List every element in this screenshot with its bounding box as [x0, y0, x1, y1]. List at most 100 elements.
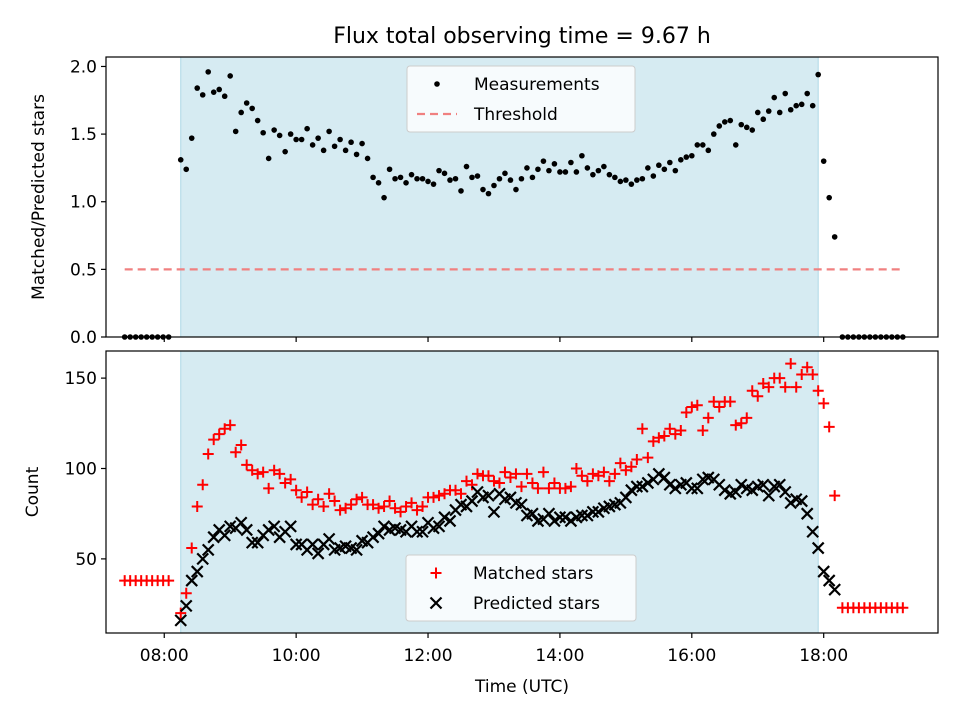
matched-stars-point [499, 466, 511, 478]
matched-stars-point [598, 466, 610, 478]
top-legend: Measurements Threshold [406, 65, 636, 133]
measurements-point [727, 117, 734, 124]
measurements-point [529, 174, 536, 181]
matched-stars-point [307, 499, 319, 511]
matched-stars-point [493, 477, 505, 489]
predicted-stars-point [581, 509, 594, 522]
matched-stars-point [774, 372, 786, 384]
measurements-point [645, 165, 651, 171]
measurements-point [743, 124, 750, 131]
y-tick-label: 100 [65, 460, 97, 480]
predicted-stars-point [179, 599, 193, 613]
predicted-stars-point [729, 485, 743, 499]
y-tick-label: 1.0 [70, 193, 97, 213]
matched-stars-point [428, 491, 440, 503]
x-tick-label: 08:00 [140, 646, 189, 666]
bottom-y-axis-label: Count [23, 466, 43, 517]
matched-stars-point [406, 497, 418, 509]
measurements-point [568, 159, 574, 166]
measurements-point [809, 102, 816, 109]
measurements-point [496, 175, 503, 182]
matched-stars-point [197, 479, 209, 491]
measurements-point [634, 177, 640, 183]
predicted-stars-point [311, 547, 325, 560]
measurements-point [469, 174, 475, 181]
measurements-point [353, 151, 360, 158]
measurements-point [359, 140, 365, 147]
measurements-point [689, 152, 695, 159]
measurements-point [254, 117, 261, 124]
measurements-point [820, 158, 827, 164]
measurements-point [540, 158, 547, 164]
matched-stars-point [779, 381, 791, 393]
measurements-point [298, 136, 305, 143]
matched-stars-point [471, 468, 483, 480]
y-tick-label: 150 [65, 369, 97, 389]
measurements-point [617, 178, 624, 185]
matched-stars-point [515, 481, 527, 493]
matched-stars-point [285, 473, 297, 485]
predicted-stars-point [548, 514, 561, 528]
measurements-point [485, 190, 492, 197]
y-tick-label: 0.5 [70, 260, 97, 280]
x-tick-label: 12:00 [404, 646, 453, 666]
predicted-stars-point [592, 505, 605, 519]
predicted-stars-point [669, 482, 682, 495]
predicted-stars-point [778, 485, 792, 499]
matched-stars-point [829, 490, 841, 502]
matched-stars-point [323, 488, 335, 500]
matched-stars-point [658, 430, 670, 442]
legend-box [406, 65, 636, 133]
predicted-stars-point [691, 482, 704, 495]
matched-stars-point [301, 486, 313, 498]
predicted-stars-point [542, 507, 556, 520]
predicted-stars-point [625, 483, 638, 497]
measurements-point [699, 142, 706, 148]
predicted-stars-point [416, 525, 429, 539]
matched-stars-point [186, 542, 198, 554]
predicted-stars-point [652, 467, 666, 481]
measurements-point [364, 155, 371, 162]
legend-label-threshold: Threshold [473, 105, 558, 125]
legend-label-matched-stars: Matched stars [473, 564, 593, 584]
measurements-point [447, 177, 453, 183]
measurements-point [249, 105, 255, 112]
predicted-stars-point [806, 525, 819, 539]
legend-label-predicted-stars: Predicted stars [473, 594, 600, 614]
measurements-point [177, 157, 184, 163]
matched-stars-point [686, 401, 698, 413]
matched-stars-point [807, 369, 819, 380]
measurements-point [579, 152, 585, 159]
matched-stars-point [373, 502, 385, 514]
matched-stars-point [235, 439, 247, 451]
measurements-point [694, 142, 701, 148]
measurements-point [315, 135, 321, 141]
measurements-point [265, 155, 272, 162]
measurements-point [573, 169, 580, 175]
predicted-stars-point [619, 491, 633, 504]
x-tick-labels: 08:00 10:00 12:00 14:00 16:00 18:00 [140, 646, 848, 666]
measurements-point [639, 175, 646, 182]
matched-stars-point [631, 453, 643, 465]
matched-stars-point [488, 475, 500, 487]
predicted-stars-point [207, 530, 220, 544]
predicted-stars-point [234, 516, 248, 530]
matched-stars-point [537, 466, 549, 478]
measurements-point [320, 147, 327, 154]
bottom-series-layer [119, 358, 909, 627]
measurements-point [776, 109, 783, 116]
measurements-point [414, 175, 420, 182]
measurements-point [480, 186, 486, 193]
matched-stars-point [609, 468, 621, 480]
predicted-stars-point [586, 505, 600, 519]
measurements-point [650, 173, 657, 179]
matched-stars-point [642, 452, 654, 464]
measurements-point [826, 194, 832, 201]
measurements-point [293, 136, 299, 143]
matched-stars-point [702, 412, 714, 424]
predicted-stars-point [432, 520, 446, 533]
top-axes-ticks: 0.0 0.5 1.0 1.5 2.0 [70, 57, 825, 348]
predicted-stars-point [828, 583, 841, 596]
measurements-point [238, 109, 244, 116]
measurements-point [375, 179, 382, 186]
